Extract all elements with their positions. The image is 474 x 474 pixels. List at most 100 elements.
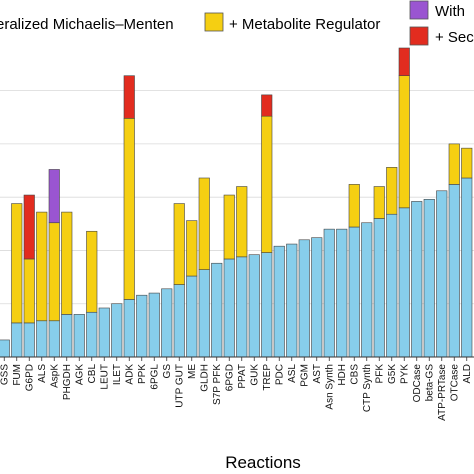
bar-beta-gs-series-0 bbox=[423, 199, 435, 358]
bar-trep-series-0 bbox=[261, 252, 273, 358]
bar-aspk-series-2 bbox=[48, 169, 60, 224]
x-tick-label: PYK bbox=[399, 364, 410, 384]
bar-als-series-1 bbox=[36, 211, 48, 322]
bar-pyk-series-0 bbox=[398, 207, 410, 358]
bar-me-series-0 bbox=[186, 275, 198, 358]
legend-label-michaelis-menten: eralized Michaelis–Menten bbox=[0, 16, 174, 33]
bar-phgdh-series-0 bbox=[61, 314, 73, 358]
bar-phgdh-series-1 bbox=[61, 211, 73, 315]
x-tick-label: PPAT bbox=[237, 364, 248, 389]
bar-ppat-series-1 bbox=[236, 186, 248, 258]
x-tick-label: HDH bbox=[337, 364, 348, 386]
bar-utp-gut-series-0 bbox=[173, 284, 185, 358]
x-tick-label: GSS bbox=[0, 364, 10, 385]
x-tick-label: GS bbox=[162, 364, 173, 379]
x-tick-label: ASL bbox=[287, 364, 298, 383]
x-tick-label: ATP-PRTase bbox=[437, 364, 448, 421]
legend-swatch-sec bbox=[409, 26, 429, 46]
bar-pyk-series-1 bbox=[398, 75, 410, 209]
bar-pdc-series-0 bbox=[273, 245, 285, 358]
bar-6pgl-series-0 bbox=[148, 292, 160, 358]
bar-atp-prtase-series-0 bbox=[436, 190, 448, 358]
x-tick-label: ODCase bbox=[412, 364, 423, 403]
bar-cbl-series-0 bbox=[86, 311, 98, 358]
bar-ilet-series-0 bbox=[111, 303, 123, 358]
bar-cbs-series-1 bbox=[348, 184, 360, 228]
x-tick-label: 6PGD bbox=[224, 364, 235, 391]
x-tick-label: AGK bbox=[74, 364, 85, 385]
bar-g5k-series-1 bbox=[386, 167, 398, 215]
bar-g6pd-series-3 bbox=[23, 194, 35, 260]
x-tick-label: FUM bbox=[12, 364, 23, 386]
bar-leut-series-0 bbox=[98, 307, 110, 358]
bar-guk-series-0 bbox=[248, 254, 260, 358]
bar-cbl-series-1 bbox=[86, 230, 98, 313]
x-tick-label: ME bbox=[187, 364, 198, 379]
bar-cbs-series-0 bbox=[348, 226, 360, 358]
plot-area bbox=[0, 47, 474, 358]
x-ticks: GSS FUM G6PD ALS AspK PHGDH AGK CBL LEUT ILET ADK P… bbox=[0, 357, 473, 421]
x-tick-label: CBL bbox=[87, 364, 98, 384]
x-tick-label: PPK bbox=[137, 364, 148, 384]
bar-asn-synth-series-0 bbox=[323, 228, 335, 358]
bar-aspk-series-1 bbox=[48, 222, 60, 322]
bar-adk-series-1 bbox=[123, 118, 135, 300]
bar-pfk-series-1 bbox=[373, 186, 385, 219]
x-tick-label: PDC bbox=[274, 364, 285, 385]
x-tick-label: G5K bbox=[387, 364, 398, 384]
bar-g5k-series-0 bbox=[386, 213, 398, 358]
x-tick-label: ALD bbox=[462, 364, 473, 383]
bar-s7p-pfk-series-0 bbox=[211, 262, 223, 358]
bar-ppk-series-0 bbox=[136, 294, 148, 358]
bar-me-series-1 bbox=[186, 220, 198, 277]
bar-asl-series-0 bbox=[286, 243, 298, 358]
bar-fum-series-1 bbox=[11, 203, 23, 324]
bar-g6pd-series-0 bbox=[23, 322, 35, 358]
bar-6pgd-series-1 bbox=[223, 194, 235, 260]
bar-adk-series-0 bbox=[123, 299, 135, 358]
x-tick-label: AspK bbox=[49, 364, 60, 388]
bar-gldh-series-1 bbox=[198, 177, 210, 270]
x-tick-label: GLDH bbox=[199, 364, 210, 392]
x-tick-label: CBS bbox=[349, 364, 360, 385]
bar-g6pd-series-1 bbox=[23, 258, 35, 324]
bar-trep-series-1 bbox=[261, 115, 273, 253]
bar-ctp-synth-series-0 bbox=[361, 222, 373, 358]
x-tick-label: UTP GUT bbox=[174, 364, 185, 408]
x-tick-label: beta-GS bbox=[424, 364, 435, 402]
bar-fum-series-0 bbox=[11, 322, 23, 358]
legend-swatch-with bbox=[409, 0, 429, 20]
x-tick-label: ADK bbox=[124, 364, 135, 385]
x-tick-label: OTCase bbox=[449, 364, 460, 402]
bar-odcase-series-0 bbox=[411, 201, 423, 358]
x-axis-title: Reactions bbox=[225, 453, 301, 472]
legend-label-sec: + Sec bbox=[435, 29, 474, 46]
bar-agk-series-0 bbox=[73, 314, 85, 358]
bar-otcase-series-1 bbox=[448, 143, 460, 185]
bar-ald-series-1 bbox=[461, 147, 473, 179]
x-tick-label: GUK bbox=[249, 364, 260, 386]
bar-trep-series-3 bbox=[261, 94, 273, 117]
x-tick-label: G6PD bbox=[24, 364, 35, 391]
bar-aspk-series-0 bbox=[48, 320, 60, 358]
x-tick-label: PGM bbox=[299, 364, 310, 387]
bars bbox=[0, 47, 473, 358]
bar-ald-series-0 bbox=[461, 177, 473, 358]
x-tick-label: ALS bbox=[37, 364, 48, 383]
bar-ast-series-0 bbox=[311, 237, 323, 358]
legend: eralized Michaelis–Menten + Metabolite R… bbox=[0, 0, 474, 46]
bar-pfk-series-0 bbox=[373, 218, 385, 358]
bar-otcase-series-0 bbox=[448, 184, 460, 358]
x-tick-label: Asn Synth bbox=[324, 364, 335, 410]
x-tick-label: CTP Synth bbox=[362, 364, 373, 412]
x-tick-label: 6PGL bbox=[149, 364, 160, 390]
x-tick-label: AST bbox=[312, 364, 323, 383]
bar-utp-gut-series-1 bbox=[173, 203, 185, 285]
x-tick-label: PHGDH bbox=[62, 364, 73, 400]
x-tick-label: ILET bbox=[112, 364, 123, 385]
x-tick-label: TREP bbox=[262, 364, 273, 391]
bar-gldh-series-0 bbox=[198, 269, 210, 358]
bar-gss-series-0 bbox=[0, 339, 10, 358]
x-tick-label: PFK bbox=[374, 364, 385, 384]
